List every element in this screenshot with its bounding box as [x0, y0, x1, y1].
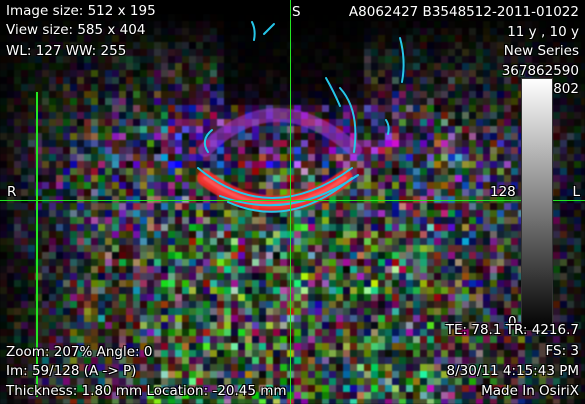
crosshair-horizontal — [0, 200, 585, 201]
series-name: New Series — [503, 43, 579, 59]
te-tr-label: TE: 78.1 TR: 4216.7 — [445, 322, 579, 338]
series-number-b: 802 — [553, 81, 579, 97]
orientation-top: S — [292, 4, 301, 20]
made-in-label: Made In OsiriX — [481, 383, 579, 399]
view-size-label: View size: 585 x 404 — [6, 22, 146, 38]
series-number-a: 367862590 — [501, 63, 579, 79]
fiber-tract-left-arc — [203, 129, 213, 153]
image-size-label: Image size: 512 x 195 — [6, 3, 156, 19]
patient-id: A8062427 B3548512-2011-01022 — [348, 4, 579, 20]
window-level-label: WL: 127 WW: 255 — [6, 43, 127, 59]
thickness-location-label: Thickness: 1.80 mm Location: -20.45 mm — [6, 383, 287, 399]
scale-bar-vertical — [36, 92, 38, 397]
acquisition-datetime: 8/30/11 4:15:43 PM — [446, 363, 579, 379]
crosshair-vertical — [290, 0, 291, 404]
zoom-angle-label: Zoom: 207% Angle: 0 — [6, 344, 153, 360]
colorbar-mid-label: 128 — [490, 184, 516, 200]
fiber-tract-top-mid — [263, 23, 275, 35]
orientation-right: L — [572, 184, 580, 200]
orientation-left: R — [7, 184, 17, 200]
fiber-tract-right-arc — [339, 87, 357, 153]
fiber-tract-corpus-callosum-outer — [197, 167, 353, 199]
patient-age: 11 y , 10 y — [507, 24, 579, 40]
colorbar-scale — [521, 78, 553, 331]
fiber-tract-right-small — [385, 119, 390, 135]
colorbar-low-label: 0 — [508, 314, 517, 330]
fiber-tract-right-upper — [399, 37, 405, 83]
fiber-tract-mid — [325, 77, 341, 107]
image-index-label: Im: 59/128 (A -> P) — [6, 363, 137, 379]
fiber-tract-top-left — [251, 21, 256, 41]
fs-label: FS: 3 — [545, 343, 579, 359]
